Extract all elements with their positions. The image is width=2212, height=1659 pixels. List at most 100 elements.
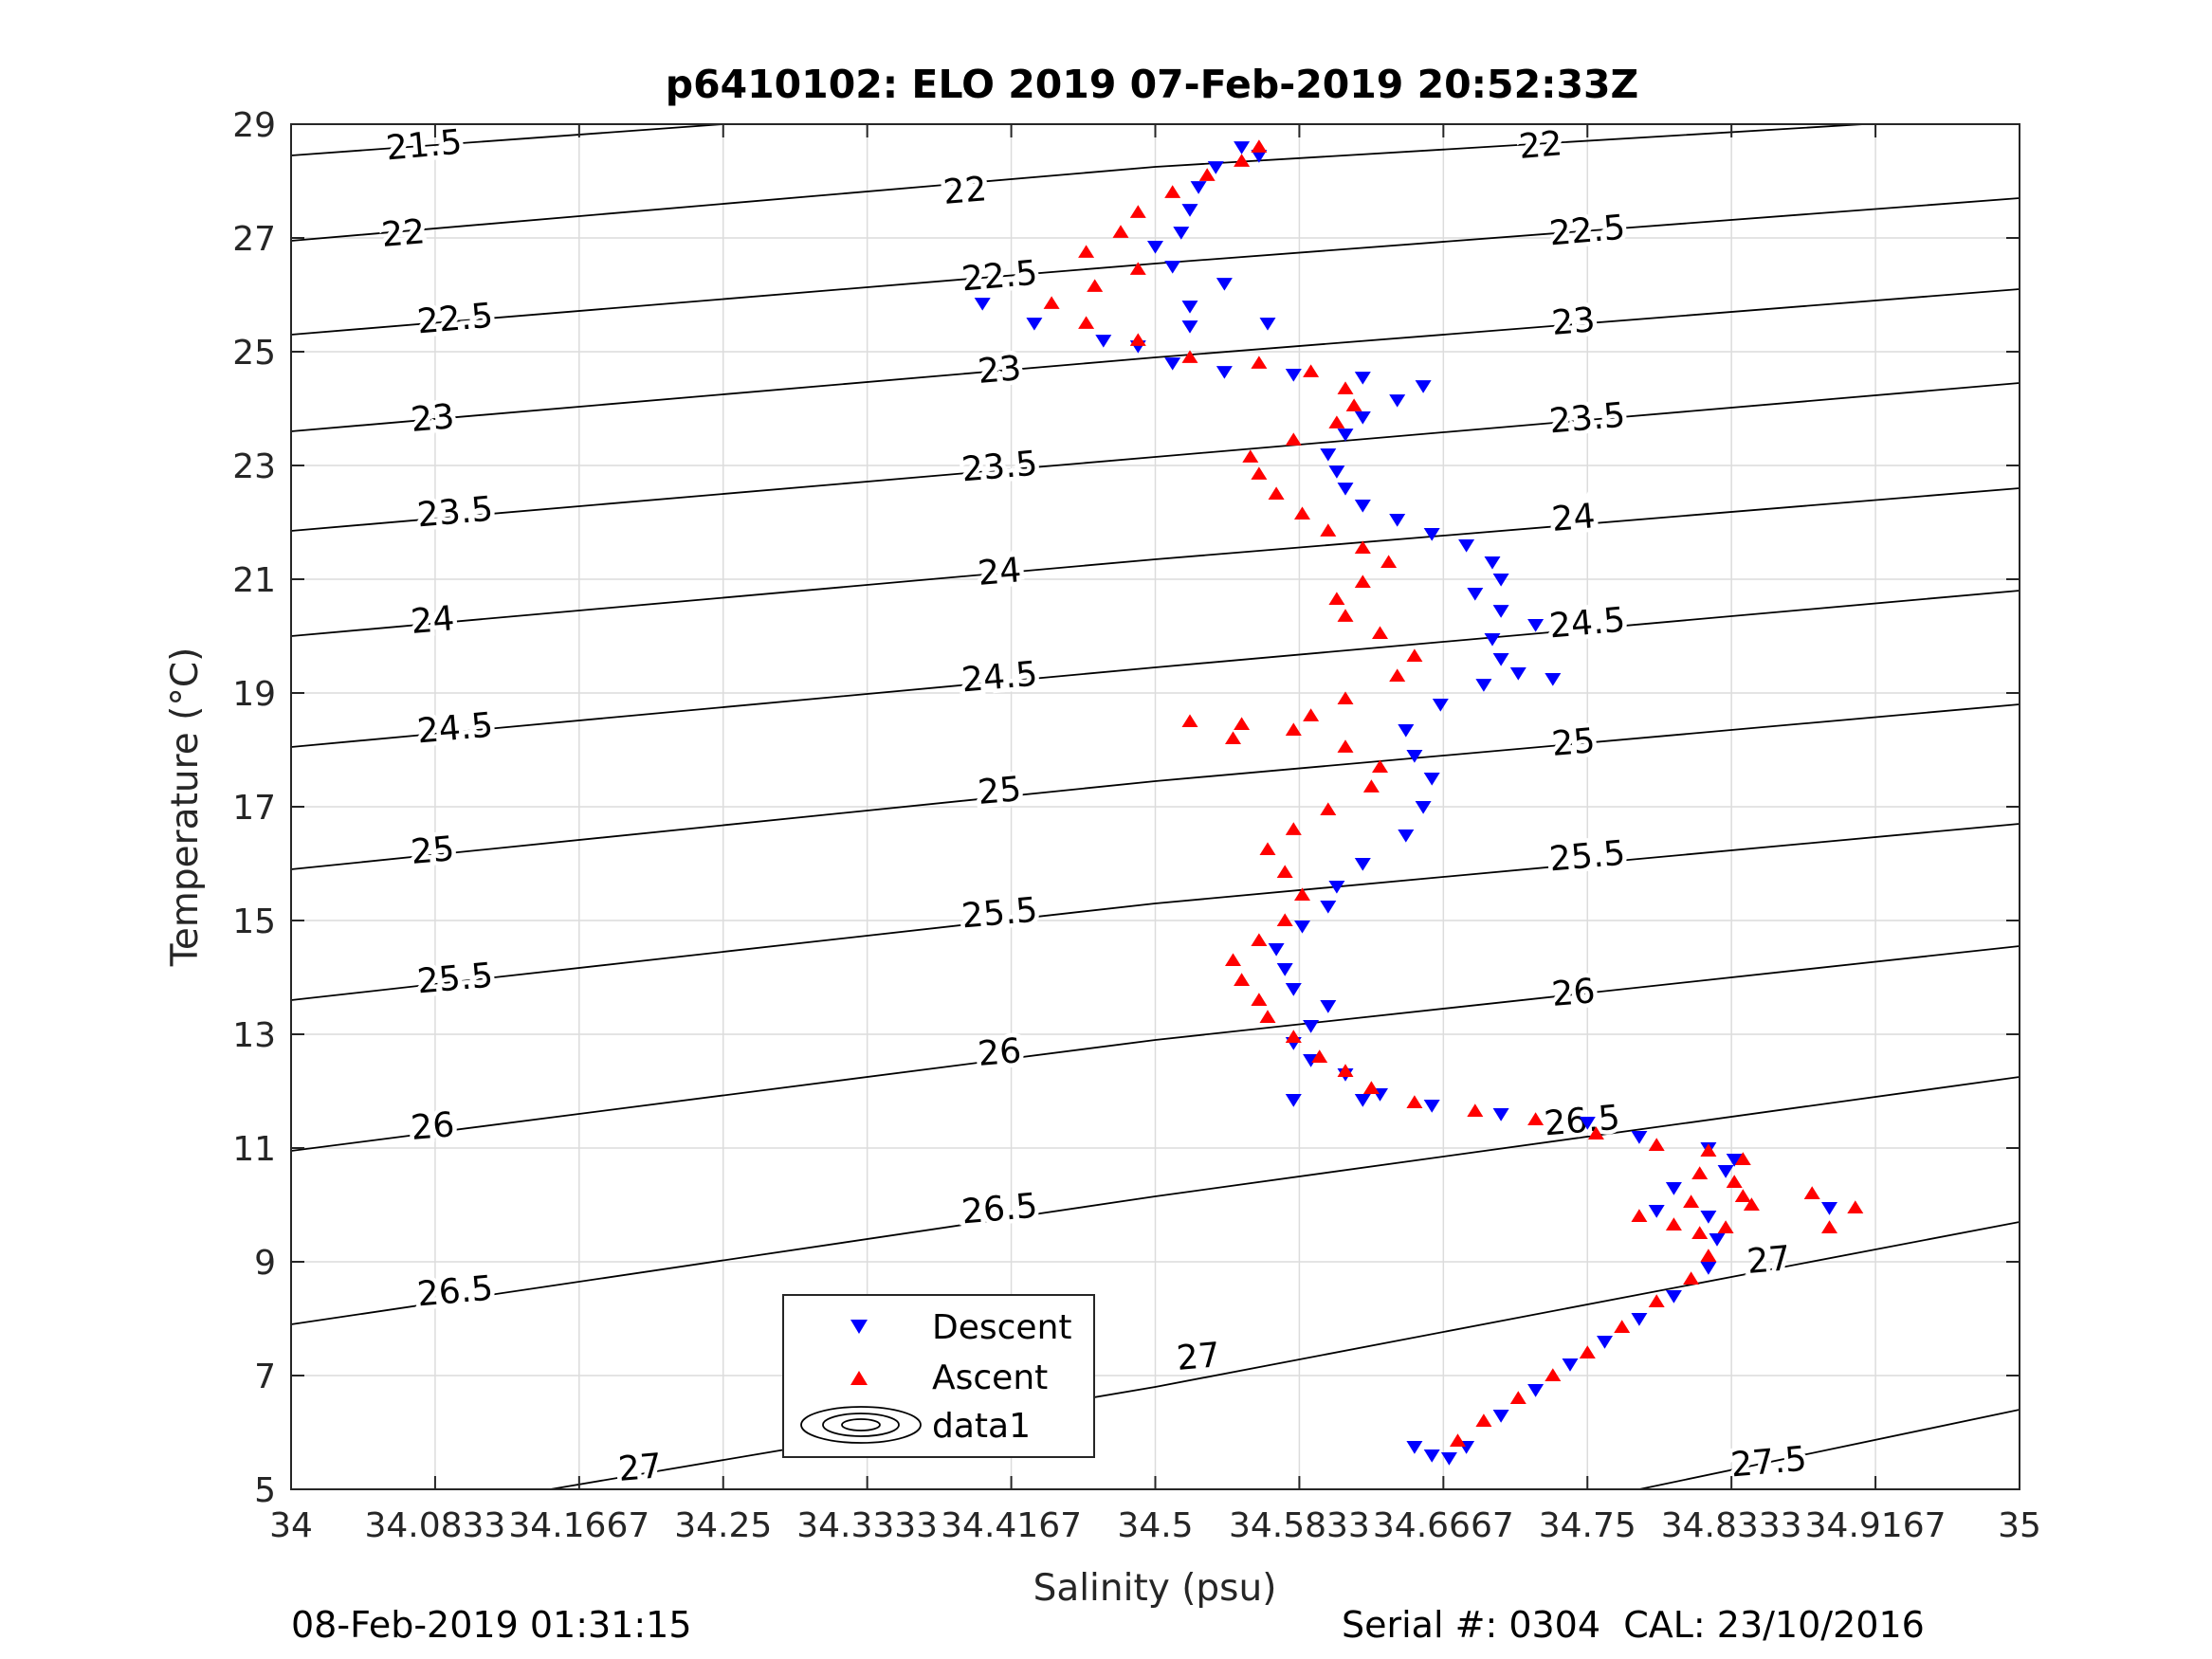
contour-label: 25	[1550, 721, 1597, 764]
ascent-point	[1700, 1249, 1717, 1262]
ascent-point	[1691, 1226, 1709, 1239]
descent-point	[1415, 801, 1432, 814]
descent-point	[1398, 830, 1415, 843]
contour-label: 22	[380, 212, 427, 255]
descent-point	[1432, 699, 1449, 712]
descent-point	[1665, 1182, 1682, 1195]
ascent-point	[1285, 432, 1302, 446]
y-tick-label: 21	[232, 561, 276, 600]
ascent-point	[1285, 1030, 1302, 1043]
contour-label: 27.5	[1729, 1440, 1808, 1486]
ascent-point	[1164, 185, 1181, 198]
ascent-point	[1354, 540, 1371, 554]
y-tick-label: 23	[232, 447, 276, 486]
contour-label: 22.5	[1547, 209, 1626, 254]
ascent-point	[1337, 691, 1354, 704]
x-axis-label: Salinity (psu)	[1033, 1567, 1277, 1610]
descent-point	[1328, 465, 1345, 479]
x-tick-label: 34.8333	[1661, 1506, 1802, 1545]
contour-label: 26	[977, 1031, 1023, 1074]
ascent-point	[1311, 1049, 1328, 1063]
contour-label: 22.5	[415, 297, 494, 342]
ascent-point	[1734, 1189, 1751, 1202]
ascent-point	[1285, 722, 1302, 736]
ascent-point	[1527, 1112, 1545, 1125]
ascent-point	[1078, 316, 1095, 329]
descent-point	[1415, 380, 1432, 393]
descent-point	[1700, 1211, 1717, 1224]
contour-line-27.5	[1638, 1409, 2020, 1489]
contour-label: 24	[410, 599, 456, 642]
x-axis: 34 34.0833 34.1667 34.25 34.3333 34.4167 34.5 3…	[269, 124, 2041, 1545]
descent-point	[1354, 858, 1371, 871]
ascent-point	[1631, 1209, 1648, 1222]
ascent-point	[1320, 802, 1337, 815]
x-tick-label: 34.4167	[941, 1506, 1082, 1545]
descent-point	[1216, 278, 1233, 291]
ascent-point	[1683, 1271, 1700, 1285]
descent-point	[1475, 679, 1492, 692]
ascent-point	[1683, 1194, 1700, 1208]
contour-label: 21.5	[385, 123, 464, 169]
contour-line-24.5	[291, 590, 2020, 748]
descent-point	[1320, 448, 1337, 462]
contour-label: 22	[1517, 124, 1563, 167]
descent-point	[1579, 1117, 1596, 1130]
ascent-point	[1303, 364, 1320, 377]
y-tick-label: 5	[254, 1471, 276, 1510]
ascent-point	[1614, 1320, 1631, 1333]
descent-point	[1527, 619, 1545, 632]
x-tick-label: 34.3333	[796, 1506, 938, 1545]
ascent-point	[1181, 350, 1198, 363]
descent-point	[1492, 605, 1509, 618]
y-tick-label: 7	[254, 1358, 276, 1396]
ascent-point	[1181, 714, 1198, 727]
y-tick-label: 9	[254, 1244, 276, 1283]
ascent-point	[1251, 139, 1268, 153]
ascent-point	[1337, 739, 1354, 753]
ascent-point	[1198, 168, 1216, 181]
ascent-point	[1372, 626, 1388, 639]
descent-point	[1026, 318, 1043, 331]
descent-point	[1398, 724, 1415, 738]
ascent-point	[1803, 1186, 1820, 1199]
descent-point	[1700, 1262, 1717, 1275]
descent-point	[1328, 881, 1345, 894]
descent-point	[1303, 1020, 1320, 1033]
legend-descent-label: Descent	[932, 1308, 1072, 1347]
legend: Descent Ascent data1	[782, 1294, 1095, 1458]
ascent-point	[1242, 449, 1259, 463]
ascent-point	[1734, 1152, 1751, 1165]
contour-label: 25.5	[415, 957, 494, 1002]
descent-point	[1207, 161, 1224, 174]
legend-box	[782, 1294, 1095, 1458]
descent-point	[1665, 1290, 1682, 1304]
ascent-point	[1475, 1413, 1492, 1427]
descent-point	[1717, 1165, 1734, 1178]
ascent-point	[1545, 1368, 1562, 1381]
footer-timestamp: 08-Feb-2019 01:31:15	[291, 1604, 692, 1646]
descent-point	[1181, 320, 1198, 334]
x-tick-label: 34	[269, 1506, 313, 1545]
ascent-point	[1328, 415, 1345, 428]
descent-point	[1562, 1358, 1579, 1372]
descent-point	[1423, 1449, 1440, 1463]
ascent-point	[1129, 205, 1146, 218]
ascent-point	[1320, 523, 1337, 537]
descent-point	[1354, 1094, 1371, 1107]
descent-point	[1484, 633, 1501, 647]
descent-point	[1234, 141, 1251, 155]
contour-label: 23	[977, 349, 1023, 392]
descent-point	[1484, 556, 1501, 570]
contour-label: 26.5	[960, 1187, 1039, 1232]
ascent-point	[1847, 1200, 1864, 1213]
ascent-point	[1251, 466, 1268, 480]
ascent-point	[1509, 1391, 1526, 1404]
y-tick-label: 25	[232, 334, 276, 373]
ascent-point	[1251, 933, 1268, 946]
contour-line-25	[291, 703, 2020, 870]
y-axis: 5 7 9 11 13 15 17 19 21 23 25 27 29	[232, 106, 2020, 1510]
descent-point	[1164, 261, 1181, 274]
ascent-point	[1225, 731, 1241, 744]
descent-point	[1406, 1441, 1423, 1454]
